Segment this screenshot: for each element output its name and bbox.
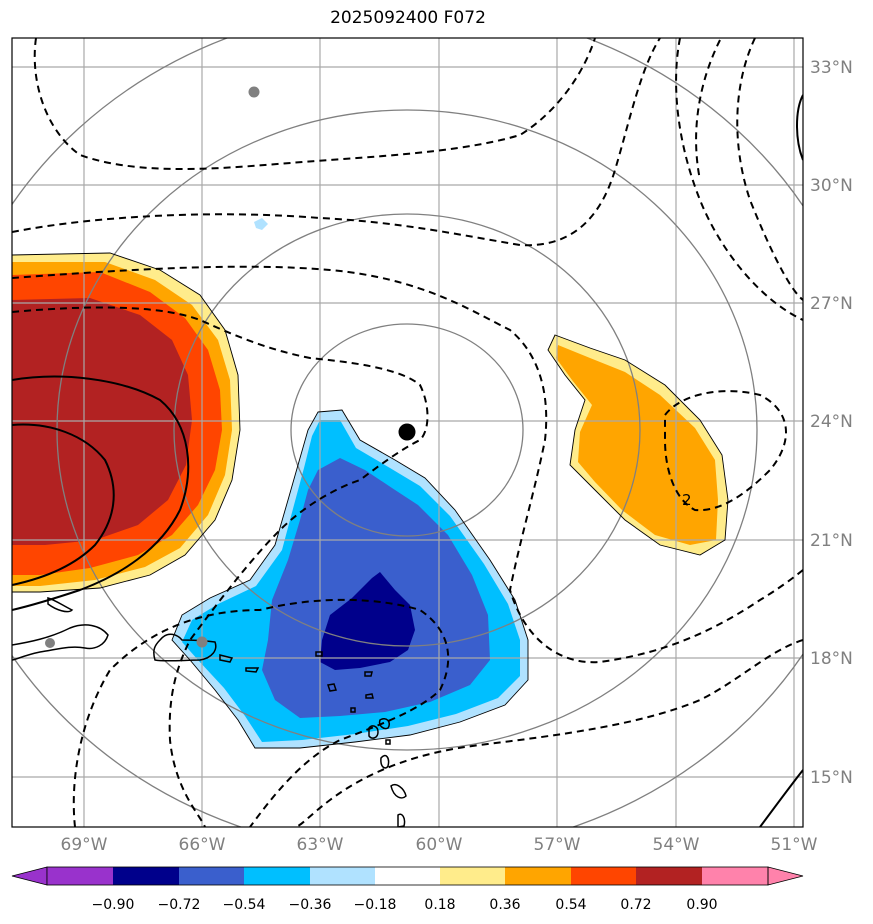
colorbar-segment bbox=[113, 867, 179, 885]
lon-label: 60°W bbox=[416, 835, 463, 855]
lat-label: 15°N bbox=[810, 768, 853, 788]
map-frame bbox=[11, 37, 804, 828]
storm-center-marker bbox=[398, 423, 416, 441]
colorbar-frame bbox=[46, 866, 769, 886]
colorbar-segment bbox=[375, 867, 440, 885]
colorbar-extend-high bbox=[767, 866, 804, 886]
colorbar-tick-label: 0.36 bbox=[489, 897, 520, 913]
colorbar-extend-low bbox=[11, 866, 48, 886]
lat-label: 27°N bbox=[810, 294, 853, 314]
colorbar-tick-label: −0.18 bbox=[354, 897, 397, 913]
colorbar: −0.90 −0.72 −0.54 −0.36 −0.18 0.18 0.36 … bbox=[11, 866, 804, 913]
lon-label: 63°W bbox=[297, 835, 344, 855]
map-panel: 2 bbox=[12, 38, 803, 827]
station-dot bbox=[248, 86, 260, 98]
lat-label: 18°N bbox=[810, 649, 853, 669]
colorbar-segment bbox=[310, 867, 375, 885]
lat-label: 33°N bbox=[810, 58, 853, 78]
lon-label: 69°W bbox=[61, 835, 108, 855]
colorbar-segment bbox=[702, 867, 768, 885]
lat-label: 30°N bbox=[810, 176, 853, 196]
colorbar-tick-label: −0.36 bbox=[289, 897, 332, 913]
station-dot bbox=[196, 636, 208, 648]
colorbar-tick-label: 0.90 bbox=[686, 897, 717, 913]
colorbar-tick-label: 0.72 bbox=[620, 897, 651, 913]
map-title: 2025092400 F072 bbox=[330, 8, 486, 28]
colorbar-segment bbox=[440, 867, 505, 885]
station-dot bbox=[45, 638, 55, 648]
colorbar-tick-label: 0.54 bbox=[555, 897, 586, 913]
colorbar-segment bbox=[47, 867, 113, 885]
colorbar-segment bbox=[505, 867, 571, 885]
contour-label: 2 bbox=[682, 491, 692, 509]
dashed-contours bbox=[12, 38, 803, 827]
colorbar-tick-label: −0.72 bbox=[158, 897, 201, 913]
lon-label: 51°W bbox=[771, 835, 818, 855]
lat-label: 21°N bbox=[810, 531, 853, 551]
colorbar-segment bbox=[179, 867, 244, 885]
colorbar-segment bbox=[244, 867, 310, 885]
lon-label: 57°W bbox=[534, 835, 581, 855]
lon-label: 54°W bbox=[653, 835, 700, 855]
longitude-labels: 69°W 66°W 63°W 60°W 57°W 54°W 51°W bbox=[61, 835, 818, 855]
lon-label: 66°W bbox=[179, 835, 226, 855]
small-negative-patch bbox=[254, 218, 268, 230]
colorbar-segment bbox=[571, 867, 636, 885]
colorbar-tick-label: 0.18 bbox=[424, 897, 455, 913]
anomaly-outlines bbox=[12, 252, 729, 749]
solid-contours bbox=[12, 94, 803, 827]
colorbar-tick-label: −0.90 bbox=[92, 897, 135, 913]
colorbar-segment bbox=[636, 867, 702, 885]
graticule bbox=[12, 38, 803, 827]
latitude-labels: 33°N 30°N 27°N 24°N 21°N 18°N 15°N bbox=[810, 58, 853, 788]
coastlines bbox=[12, 597, 407, 827]
lat-label: 24°N bbox=[810, 412, 853, 432]
colorbar-tick-label: −0.54 bbox=[223, 897, 266, 913]
